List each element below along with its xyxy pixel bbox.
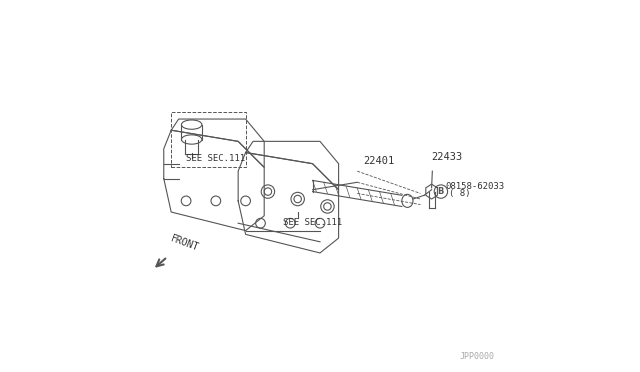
Text: JPP0000: JPP0000 (460, 352, 495, 361)
Text: 22401: 22401 (363, 155, 394, 166)
Text: ( 8): ( 8) (449, 189, 470, 198)
Text: 22433: 22433 (431, 152, 463, 162)
Text: FRONT: FRONT (170, 234, 200, 253)
Text: SEE SEC.111: SEE SEC.111 (186, 154, 245, 163)
Text: B: B (437, 187, 444, 196)
Bar (172, 112, 246, 167)
Text: 08158-62033: 08158-62033 (445, 182, 505, 190)
Text: SEE SEC.111: SEE SEC.111 (283, 218, 342, 227)
